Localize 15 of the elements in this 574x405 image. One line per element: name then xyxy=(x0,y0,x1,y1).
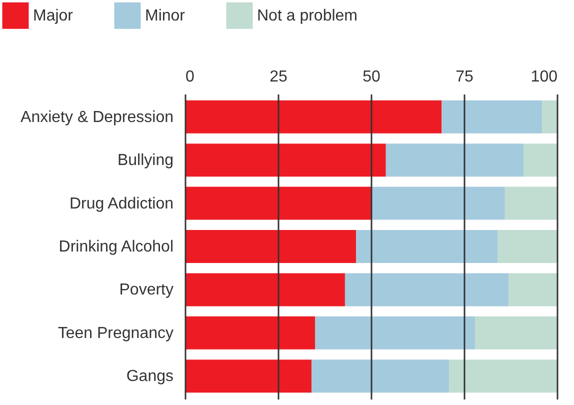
legend-label: Minor xyxy=(145,8,186,25)
x-tick-label: 100 xyxy=(530,68,558,86)
y-tick-label: Anxiety & Depression xyxy=(20,108,174,126)
y-tick-label: Gangs xyxy=(126,368,174,386)
y-tick-label: Drug Addiction xyxy=(69,195,174,212)
y-tick-label: Drinking Alcohol xyxy=(58,238,174,256)
x-tick-label: 75 xyxy=(456,68,474,86)
y-tick-label: Bullying xyxy=(117,152,174,170)
x-tick-label: 0 xyxy=(186,68,194,86)
legend-label: Not a problem xyxy=(257,8,358,25)
legend-label: Major xyxy=(33,8,74,25)
x-tick-label: 25 xyxy=(270,68,288,86)
y-tick-label: Teen Pregnancy xyxy=(58,324,174,342)
y-tick-label: Poverty xyxy=(119,282,174,299)
x-tick-label: 50 xyxy=(362,68,380,86)
